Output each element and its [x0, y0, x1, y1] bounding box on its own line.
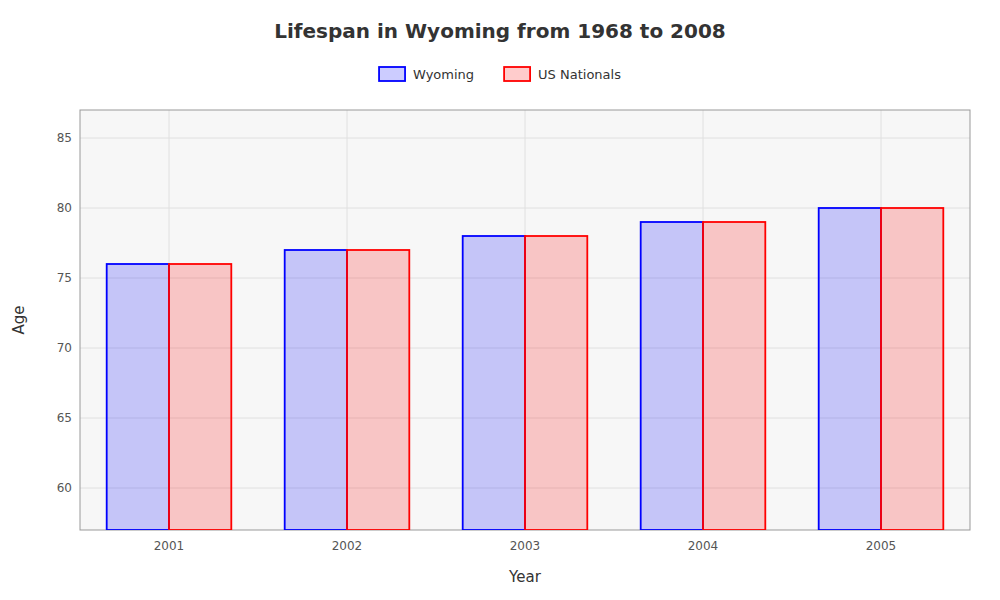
legend: Wyoming US Nationals	[379, 67, 621, 82]
plot-background	[80, 110, 970, 530]
bar	[463, 236, 525, 530]
y-tick-label: 70	[57, 341, 72, 355]
x-tick-label: 2002	[332, 539, 363, 553]
x-tick-label: 2003	[510, 539, 541, 553]
bar	[703, 222, 765, 530]
x-tick-label: 2001	[154, 539, 185, 553]
legend-label: US Nationals	[538, 67, 621, 82]
y-tick-label: 65	[57, 411, 72, 425]
grid	[80, 110, 970, 530]
y-tick-label: 75	[57, 271, 72, 285]
legend-item: Wyoming	[379, 67, 474, 82]
chart-title: Lifespan in Wyoming from 1968 to 2008	[274, 19, 726, 43]
bar	[107, 264, 169, 530]
chart-svg: 60 65 70 75 80 85 2001 2002 2003 2004 2005 Lifespan…	[0, 0, 1000, 600]
x-tick-label: 2004	[688, 539, 719, 553]
x-axis-label: Year	[508, 568, 542, 586]
legend-swatch	[379, 67, 405, 81]
y-axis-label: Age	[10, 305, 28, 334]
plot-frame	[80, 110, 970, 530]
x-tick-label: 2005	[866, 539, 897, 553]
y-tick-label: 60	[57, 481, 72, 495]
axes: 60 65 70 75 80 85 2001 2002 2003 2004 2005	[57, 110, 970, 553]
y-tick-label: 80	[57, 201, 72, 215]
y-tick-label: 85	[57, 131, 72, 145]
bar	[169, 264, 231, 530]
bar	[285, 250, 347, 530]
bars	[107, 208, 944, 530]
legend-label: Wyoming	[413, 67, 474, 82]
bar	[641, 222, 703, 530]
legend-item: US Nationals	[504, 67, 621, 82]
bar	[881, 208, 943, 530]
bar	[819, 208, 881, 530]
chart-container: 60 65 70 75 80 85 2001 2002 2003 2004 2005 Lifespan…	[0, 0, 1000, 600]
bar	[347, 250, 409, 530]
bar	[525, 236, 587, 530]
legend-swatch	[504, 67, 530, 81]
